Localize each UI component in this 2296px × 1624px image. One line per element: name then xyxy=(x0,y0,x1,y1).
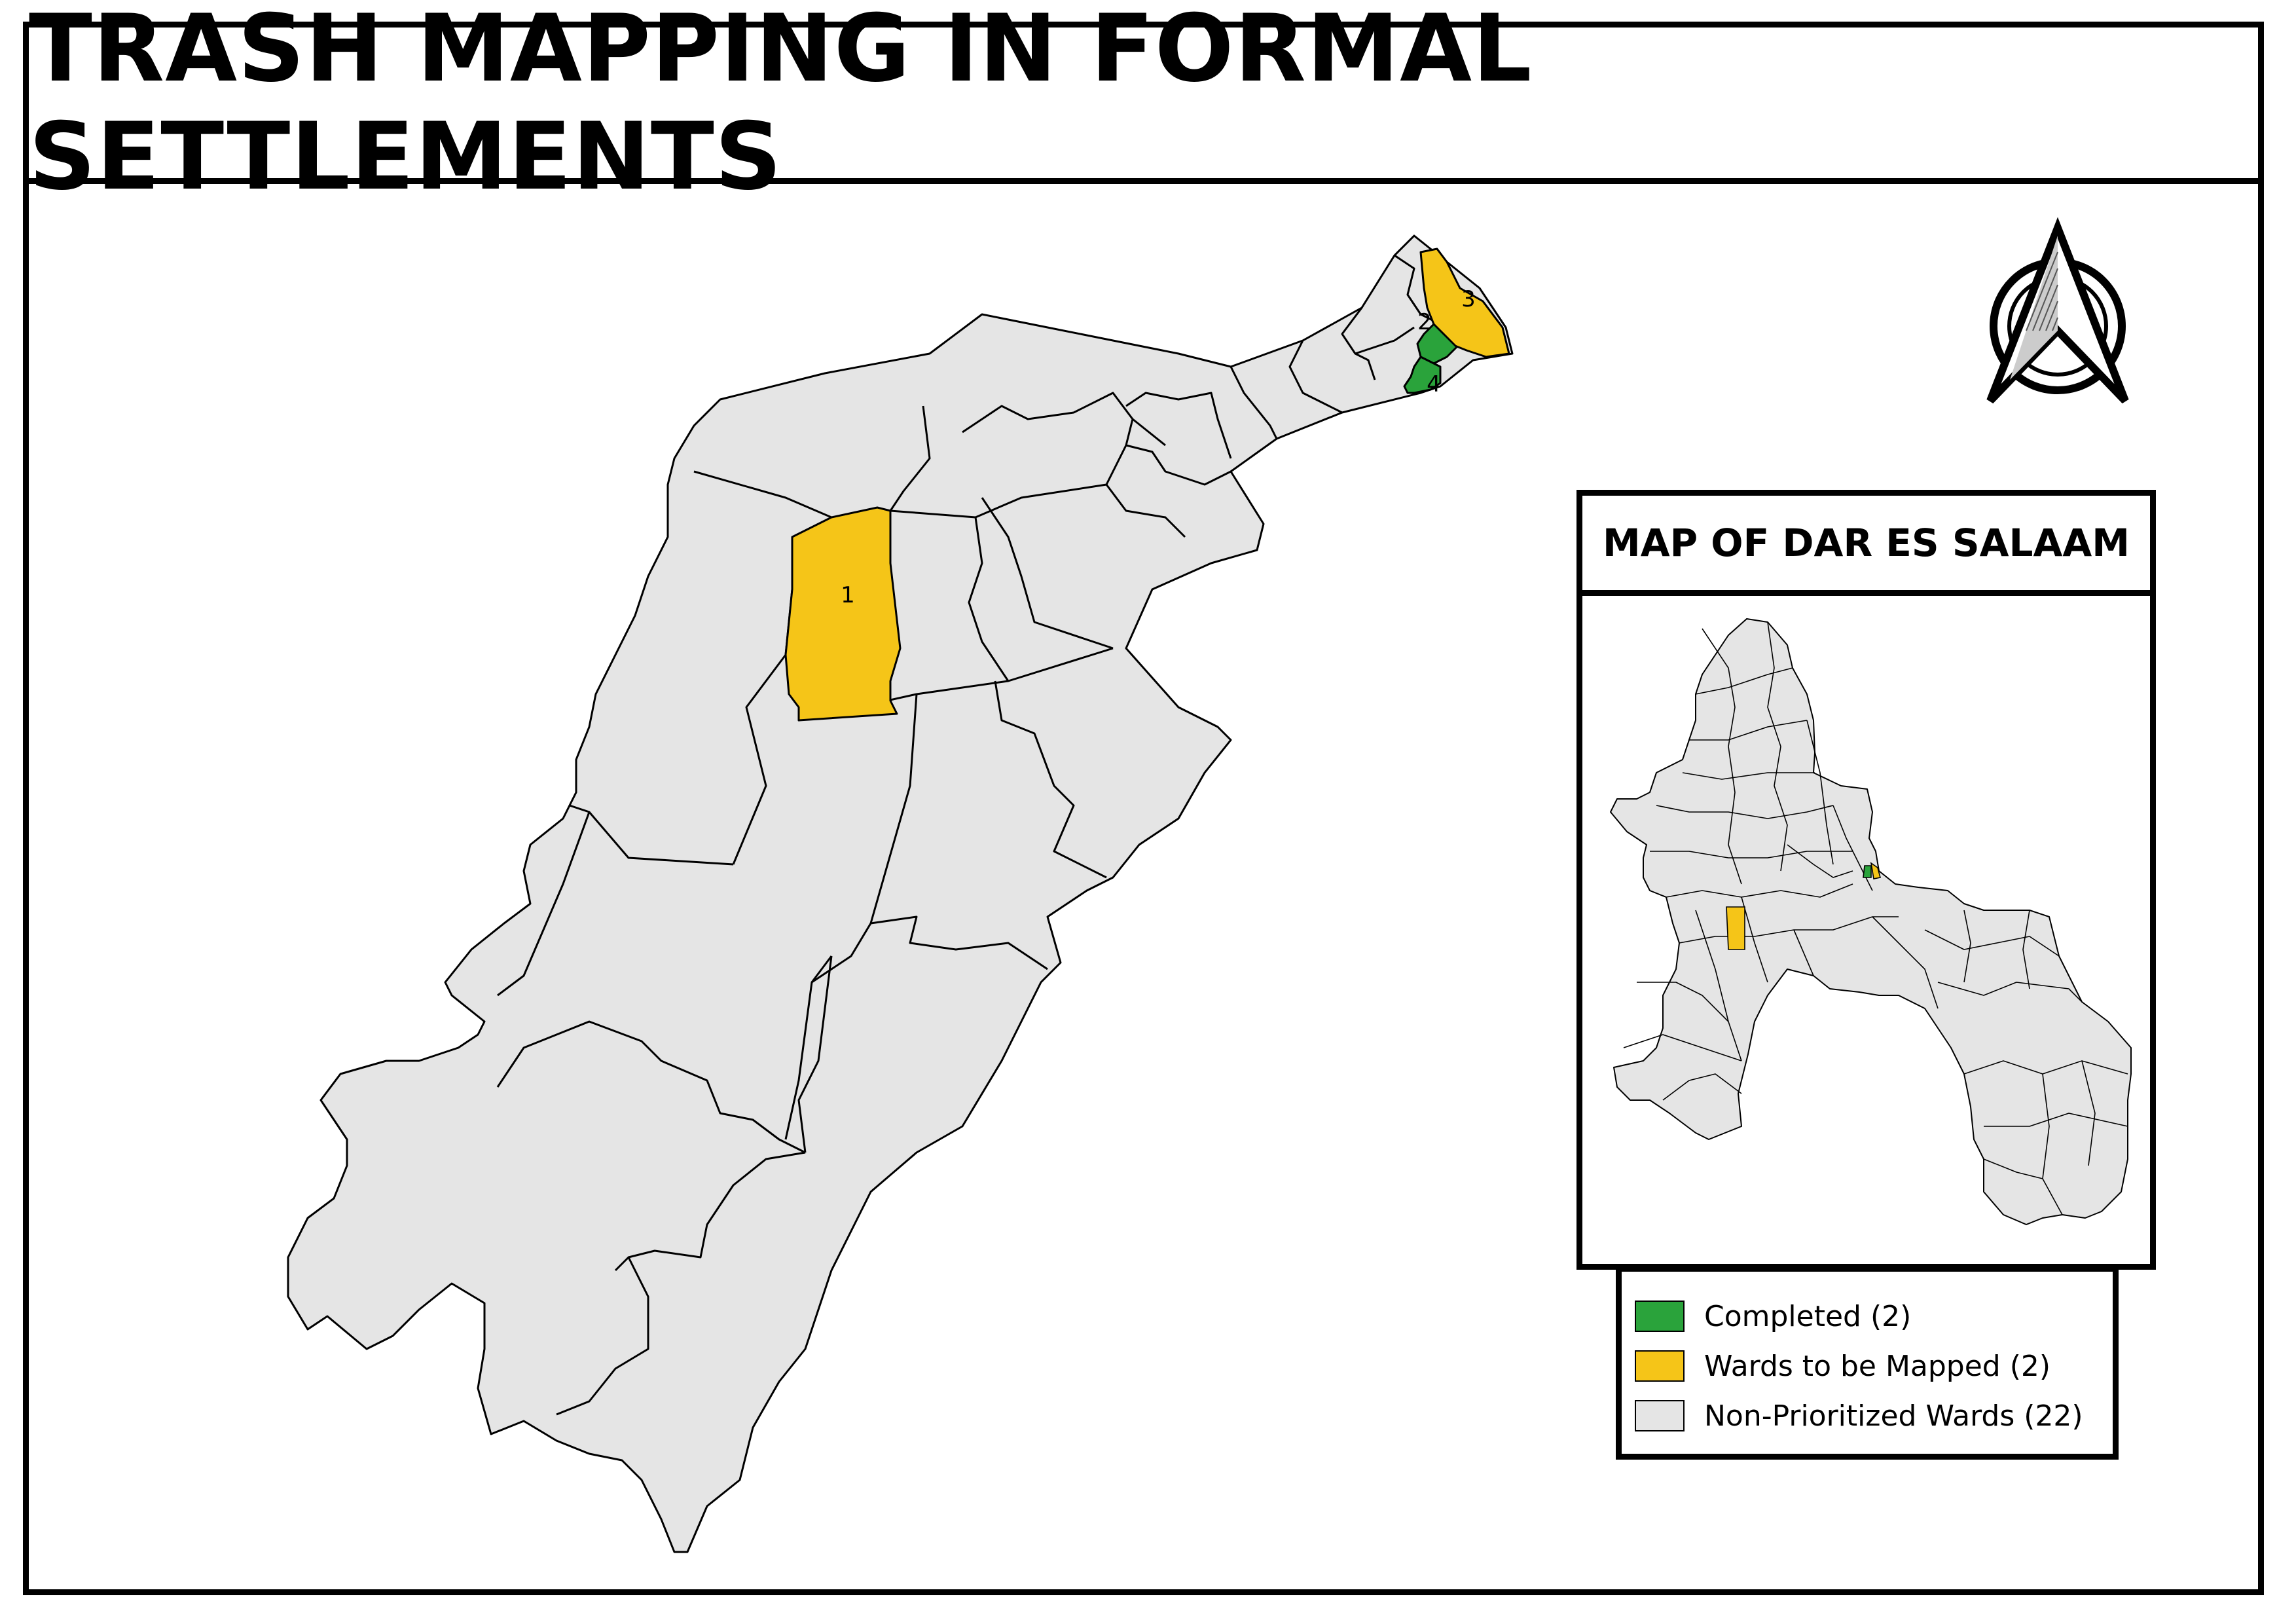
legend-swatch-completed xyxy=(1635,1301,1685,1332)
legend-swatch-to-map xyxy=(1635,1350,1685,1382)
ward-label-2: 2 xyxy=(1417,309,1432,335)
title-bar: TRASH MAPPING IN FORMAL SETTLEMENTS xyxy=(23,0,2264,211)
legend-label-to-map: Wards to be Mapped (2) xyxy=(1704,1349,2051,1383)
ward-label-4: 4 xyxy=(1427,371,1441,397)
inset-ward-2 xyxy=(1863,865,1872,878)
map-title: TRASH MAPPING IN FORMAL SETTLEMENTS xyxy=(29,0,1533,211)
inset-ward-3 xyxy=(1870,862,1881,879)
dar-es-salaam-outline xyxy=(1610,618,2132,1225)
legend-swatch-non-prioritized xyxy=(1635,1400,1685,1431)
ward-4 xyxy=(1403,356,1442,394)
ward-label-1: 1 xyxy=(841,582,855,608)
ward-label-3: 3 xyxy=(1461,286,1476,312)
inset-map-svg xyxy=(1610,618,2132,1225)
district-outline xyxy=(287,234,1514,1553)
legend: Completed (2) Wards to be Mapped (2) Non… xyxy=(1616,1266,2119,1460)
inset-map xyxy=(1576,590,2156,1270)
inset-title-box: MAP OF DAR ES SALAAM xyxy=(1576,490,2156,596)
legend-item-completed: Completed (2) xyxy=(1635,1291,2113,1341)
legend-label-completed: Completed (2) xyxy=(1704,1299,1912,1333)
legend-item-non-prioritized: Non-Prioritized Wards (22) xyxy=(1635,1391,2113,1441)
north-arrow-icon xyxy=(1986,217,2129,404)
legend-item-to-map: Wards to be Mapped (2) xyxy=(1635,1341,2113,1391)
ward-1 xyxy=(784,506,902,722)
legend-label-non-prioritized: Non-Prioritized Wards (22) xyxy=(1704,1399,2083,1433)
inset-title: MAP OF DAR ES SALAAM xyxy=(1602,521,2130,565)
ward-3 xyxy=(1419,248,1510,358)
inset-ward-1 xyxy=(1726,906,1745,950)
